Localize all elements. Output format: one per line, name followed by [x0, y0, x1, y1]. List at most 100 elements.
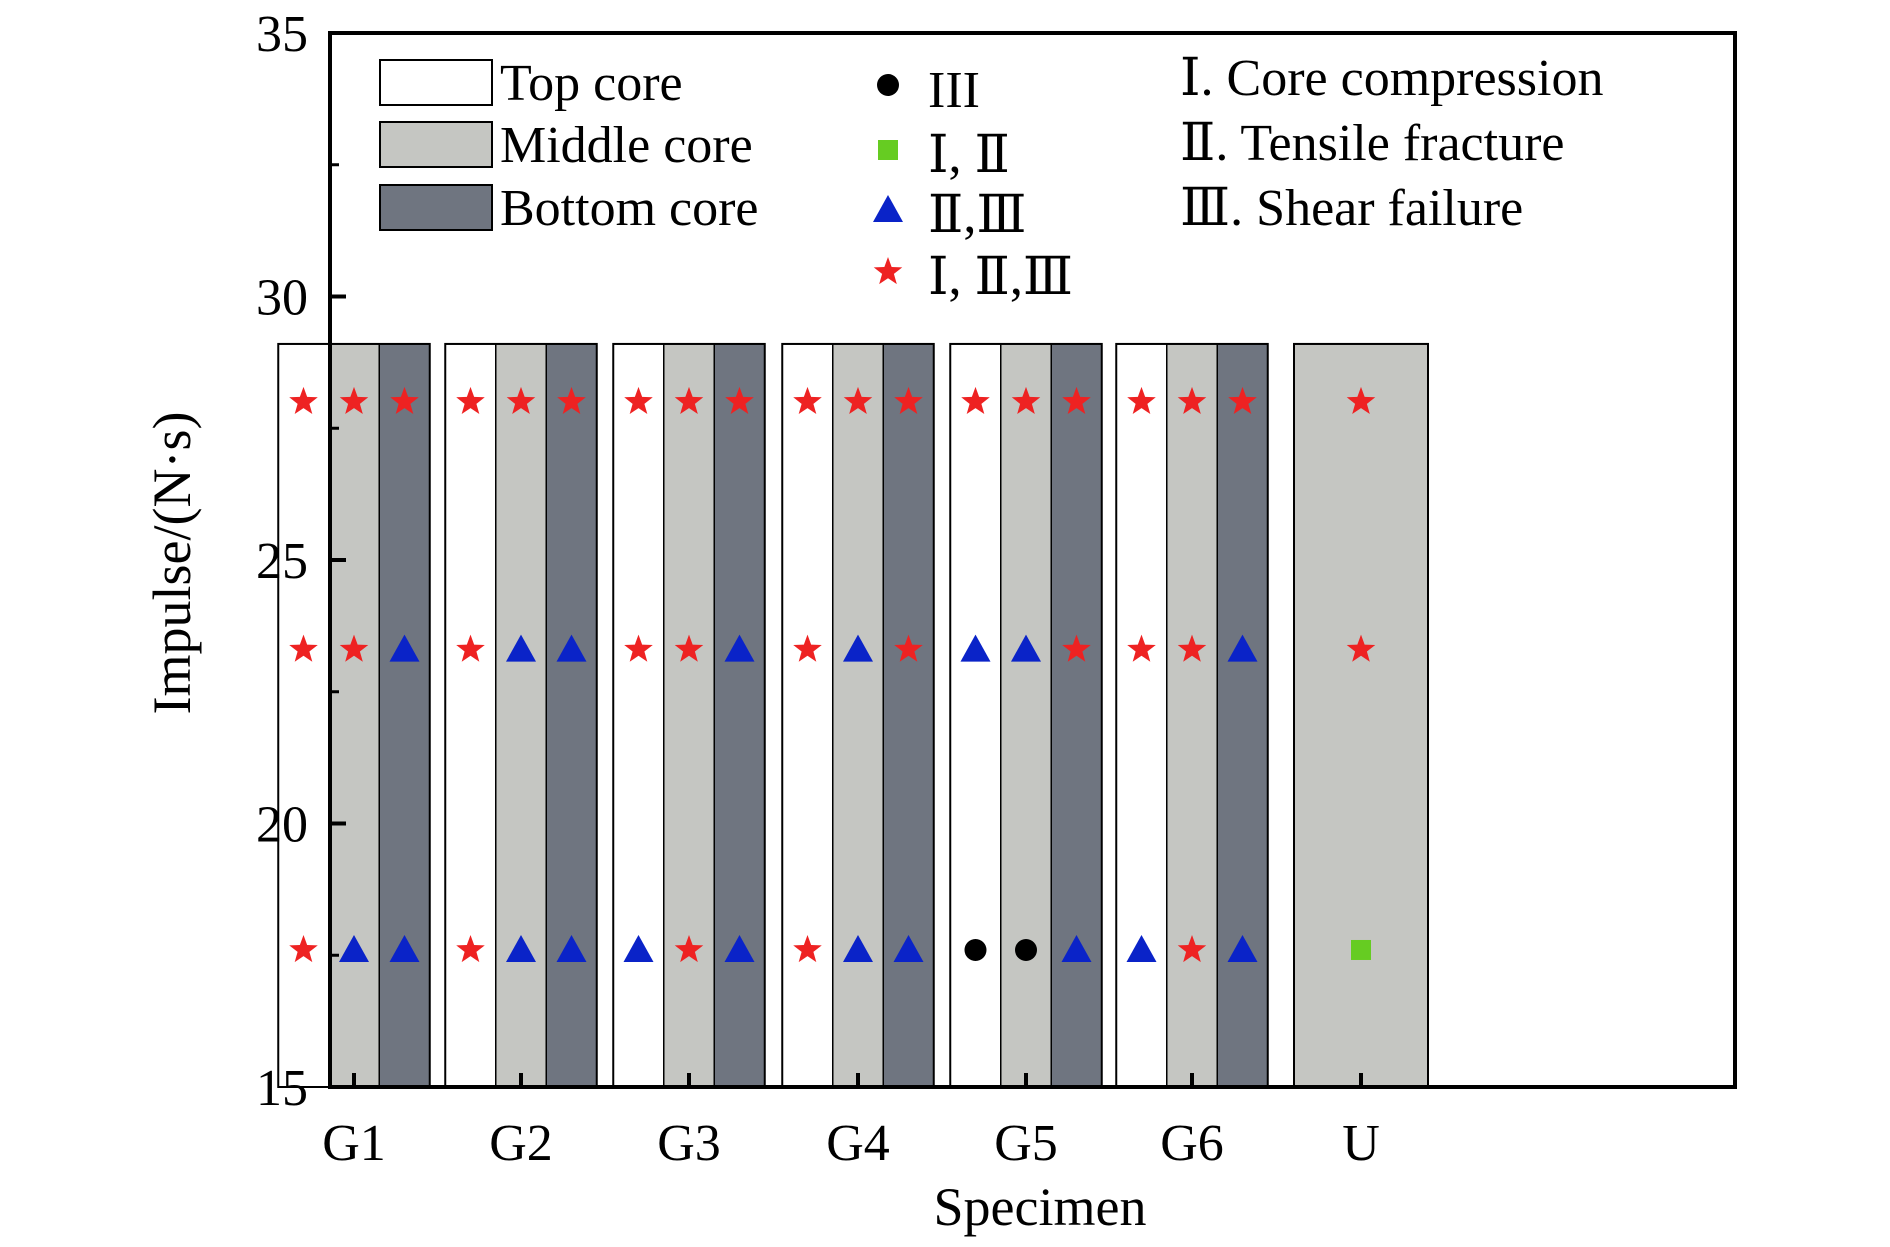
- legend-marker-star: [873, 257, 903, 285]
- marker-g2-top-core-17.6: [456, 934, 485, 963]
- legend-mode-label: Ⅲ. Shear failure: [1180, 180, 1523, 237]
- x-tick-label: G1: [322, 1115, 386, 1172]
- y-tick-label: 35: [256, 6, 308, 63]
- marker-g3-bottom-core-28: [725, 386, 754, 415]
- band-g1-top-core: [277, 343, 330, 1088]
- legend-mode-label: Ⅰ. Core compression: [1180, 50, 1603, 107]
- marker-g4-bottom-core-17.6: [893, 934, 924, 962]
- y-tick-label: 20: [256, 797, 308, 854]
- legend-swatch-middle-core: [379, 121, 493, 168]
- marker-g4-middle-core-28: [843, 386, 873, 415]
- marker-g1-top-core-17.6: [289, 934, 318, 963]
- band-g2-bottom-core: [545, 343, 598, 1088]
- legend-marker-square: [878, 140, 898, 160]
- legend-swatch-bottom-core: [379, 184, 493, 231]
- legend-label: III: [928, 62, 980, 119]
- core-bands: [277, 342, 1429, 1088]
- marker-g4-bottom-core-28: [894, 386, 923, 415]
- marker-g6-bottom-core-23.3: [1227, 634, 1258, 662]
- marker-g4-middle-core-23.3: [843, 634, 873, 662]
- band-g4-top-core: [781, 343, 834, 1088]
- marker-g2-middle-core-28: [506, 386, 536, 415]
- marker-u-middle-core-23.3: [1346, 634, 1376, 662]
- marker-g6-middle-core-28: [1177, 386, 1207, 415]
- x-axis-title: Specimen: [934, 1177, 1147, 1237]
- legend-marker-triangle: [873, 195, 903, 222]
- marker-g5-top-core-28: [961, 386, 990, 415]
- marker-g2-bottom-core-28: [557, 386, 586, 415]
- group-g3: [612, 342, 766, 1088]
- marker-g6-bottom-core-28: [1228, 386, 1257, 415]
- band-g4-middle-core: [832, 343, 884, 1088]
- band-g1-middle-core: [328, 343, 380, 1088]
- y-tick-label: 30: [256, 270, 308, 327]
- axes: 15 20 25 30 35 G1 G2 G3 G4 G5 G6 U: [256, 6, 1380, 1172]
- x-tick-label: G6: [1160, 1115, 1224, 1172]
- marker-g1-bottom-core-23.3: [389, 634, 420, 662]
- band-u-middle-core: [1293, 343, 1429, 1088]
- marker-g4-top-core-17.6: [793, 934, 822, 963]
- y-tick-label: 25: [256, 533, 308, 590]
- band-g1-bottom-core: [378, 343, 431, 1088]
- marker-g3-bottom-core-17.6: [724, 934, 755, 962]
- marker-g1-top-core-28: [289, 386, 318, 415]
- marker-g6-bottom-core-17.6: [1227, 934, 1258, 962]
- x-tick-label: G5: [994, 1115, 1058, 1172]
- group-g1: [277, 342, 431, 1088]
- marker-g1-bottom-core-28: [390, 386, 419, 415]
- marker-g3-top-core-28: [624, 386, 653, 415]
- marker-g2-bottom-core-17.6: [556, 934, 587, 962]
- marker-g6-top-core-23.3: [1127, 634, 1156, 662]
- marker-g3-top-core-17.6: [623, 934, 654, 962]
- group-g2: [444, 342, 598, 1088]
- legend-label: Ⅱ,Ⅲ: [928, 187, 1027, 244]
- data-markers: [289, 386, 1376, 963]
- marker-u-middle-core-28: [1346, 386, 1376, 415]
- marker-g3-bottom-core-23.3: [724, 634, 755, 662]
- band-g5-bottom-core: [1050, 343, 1103, 1088]
- x-tick-label: G4: [826, 1115, 890, 1172]
- band-g3-bottom-core: [713, 343, 766, 1088]
- band-g5-middle-core: [1000, 343, 1052, 1088]
- marker-g3-top-core-23.3: [624, 634, 653, 662]
- marker-g1-middle-core-17.6: [339, 934, 369, 962]
- marker-g4-top-core-28: [793, 386, 822, 415]
- legend-swatch-top-core: [379, 59, 493, 106]
- marker-g5-middle-core-17.6: [1015, 938, 1037, 961]
- marker-u-middle-core-17.6: [1351, 939, 1371, 960]
- marker-g5-bottom-core-28: [1062, 386, 1091, 415]
- legend-label: Top core: [500, 55, 683, 112]
- marker-g3-middle-core-17.6: [674, 934, 704, 963]
- marker-g4-bottom-core-23.3: [894, 634, 923, 662]
- band-g5-top-core: [949, 343, 1002, 1088]
- marker-g5-middle-core-28: [1011, 386, 1041, 415]
- marker-g2-middle-core-23.3: [506, 634, 536, 662]
- marker-g1-top-core-23.3: [289, 634, 318, 662]
- band-g6-top-core: [1115, 343, 1168, 1088]
- marker-g5-middle-core-23.3: [1011, 634, 1041, 662]
- group-g6: [1115, 342, 1269, 1088]
- x-tick-label: G3: [657, 1115, 721, 1172]
- legend-label: Ⅰ, Ⅱ: [928, 127, 1010, 184]
- band-g3-top-core: [612, 343, 665, 1088]
- marker-g2-top-core-28: [456, 386, 485, 415]
- legend-marker-circle: [877, 74, 899, 96]
- marker-g6-top-core-28: [1127, 386, 1156, 415]
- band-g6-middle-core: [1166, 343, 1218, 1088]
- y-axis-title: Impulse/(N·s): [142, 412, 202, 715]
- marker-g3-middle-core-23.3: [674, 634, 704, 662]
- legend-label: Ⅰ, Ⅱ,Ⅲ: [928, 249, 1073, 306]
- legend-mode-label: Ⅱ. Tensile fracture: [1180, 115, 1564, 172]
- band-g6-bottom-core: [1216, 343, 1269, 1088]
- band-g3-middle-core: [663, 343, 715, 1088]
- x-tick-label: G2: [489, 1115, 553, 1172]
- marker-g2-middle-core-17.6: [506, 934, 536, 962]
- marker-g4-middle-core-17.6: [843, 934, 873, 962]
- marker-g6-top-core-17.6: [1126, 934, 1157, 962]
- marker-g5-bottom-core-23.3: [1062, 634, 1091, 662]
- legend-label: Middle core: [500, 117, 753, 174]
- marker-g2-top-core-23.3: [456, 634, 485, 662]
- group-u: [1293, 342, 1429, 1088]
